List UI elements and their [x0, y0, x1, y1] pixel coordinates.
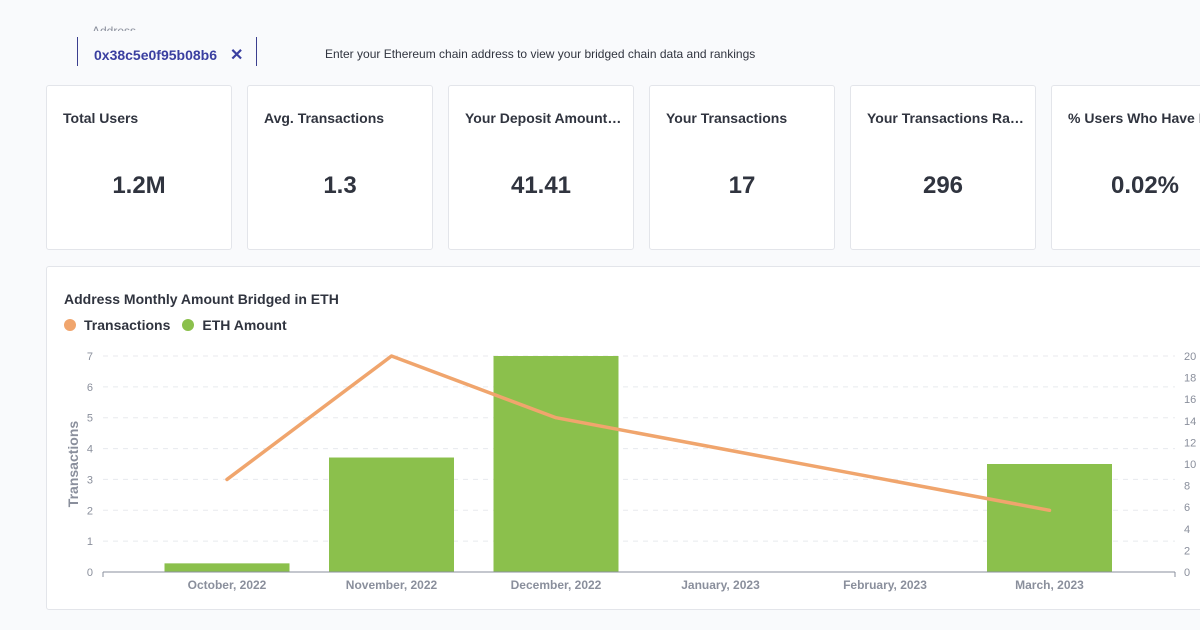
stat-card-deposit-amount: Your Deposit Amount (ETH) 41.41 — [448, 85, 634, 250]
y-tick-right: 2 — [1184, 545, 1190, 557]
card-value: 41.41 — [510, 172, 572, 199]
y-tick-left: 6 — [87, 382, 93, 394]
card-value: 1.2M — [112, 172, 166, 199]
y-axis-label: Transactions — [65, 421, 81, 508]
card-value: 1.3 — [323, 172, 357, 199]
transactions-line — [225, 354, 1052, 513]
legend-dot-transactions — [64, 319, 76, 331]
x-tick-label: February, 2023 — [843, 578, 927, 592]
y-tick-left: 2 — [87, 505, 93, 517]
y-tick-left: 0 — [87, 567, 93, 579]
stat-card-users-bridged: % Users Who Have Bridged 0.02% — [1051, 85, 1200, 250]
x-tick-label: March, 2023 — [1015, 578, 1084, 592]
card-value: 296 — [922, 172, 964, 199]
legend-label: Transactions — [84, 317, 171, 333]
y-tick-right: 16 — [1184, 394, 1196, 406]
bar-0 — [164, 563, 290, 572]
address-label: Address — [92, 25, 137, 31]
address-input[interactable]: Address 0x38c5e0f95b08b6 ✕ — [77, 25, 257, 66]
bar-5 — [987, 464, 1112, 572]
stat-card-your-transactions: Your Transactions 17 — [649, 85, 835, 250]
bar-2 — [493, 356, 619, 572]
y-tick-right: 18 — [1184, 373, 1196, 385]
stat-card-total-users: Total Users 1.2M — [46, 85, 232, 250]
y-tick-right: 10 — [1184, 459, 1196, 471]
y-tick-left: 4 — [87, 444, 93, 456]
x-tick-label: October, 2022 — [188, 578, 267, 592]
y-tick-left: 1 — [87, 536, 93, 548]
legend-item-transactions[interactable]: Transactions — [64, 317, 170, 333]
bar-1 — [329, 457, 454, 572]
clear-icon[interactable]: ✕ — [230, 47, 244, 64]
card-title: Your Deposit Amount (ETH) — [465, 110, 623, 126]
x-tick-label: November, 2022 — [346, 578, 438, 592]
y-tick-left: 7 — [87, 351, 93, 363]
y-tick-right: 20 — [1184, 351, 1196, 363]
chart-legend: Transactions ETH Amount — [64, 317, 299, 333]
address-hint: Enter your Ethereum chain address to vie… — [325, 47, 756, 61]
legend-dot-eth-amount — [182, 319, 195, 331]
address-value[interactable]: 0x38c5e0f95b08b6 — [94, 47, 217, 63]
y-tick-left: 3 — [87, 474, 93, 486]
legend-label: ETH Amount — [202, 317, 287, 333]
card-title: Avg. Transactions — [264, 110, 385, 126]
card-title: Total Users — [63, 110, 139, 126]
y-tick-right: 6 — [1184, 502, 1190, 514]
card-title: Your Transactions Rank — [867, 110, 1025, 126]
y-tick-right: 14 — [1184, 416, 1196, 428]
stat-card-avg-transactions: Avg. Transactions 1.3 — [247, 85, 433, 250]
card-value: 0.02% — [1110, 172, 1180, 199]
x-tick-label: December, 2022 — [511, 578, 602, 592]
chart-line — [225, 354, 1052, 513]
stat-card-transactions-rank: Your Transactions Rank 296 — [850, 85, 1036, 250]
chart-panel: Address Monthly Amount Bridged in ETH Tr… — [46, 266, 1200, 610]
x-tick-label: January, 2023 — [681, 578, 760, 592]
card-value: 17 — [728, 172, 756, 199]
y-tick-right: 4 — [1184, 524, 1190, 536]
chart-title: Address Monthly Amount Bridged in ETH — [64, 291, 339, 307]
y-tick-right: 8 — [1184, 481, 1190, 493]
y-tick-right: 12 — [1184, 437, 1196, 449]
y-tick-right: 0 — [1184, 567, 1190, 579]
chart-bars — [164, 356, 1112, 572]
y-tick-left: 5 — [87, 413, 93, 425]
legend-item-eth-amount[interactable]: ETH Amount — [182, 317, 287, 333]
card-title: Your Transactions — [666, 110, 788, 126]
card-title: % Users Who Have Bridged — [1068, 110, 1200, 126]
